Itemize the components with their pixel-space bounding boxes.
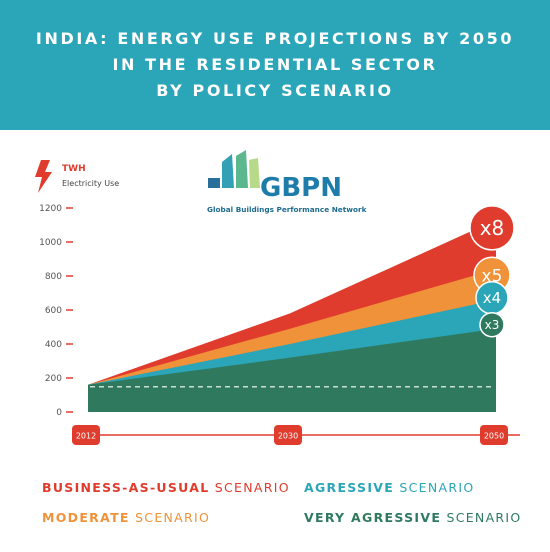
logo-text: GBPN <box>260 173 342 203</box>
logo-leaf-2 <box>236 150 248 188</box>
legend-moderate-name: MODERATE <box>42 510 130 525</box>
logo-leaf-1 <box>222 154 234 188</box>
x-tick-label: 2050 <box>484 432 504 441</box>
area-very-aggressive <box>88 328 496 412</box>
y-tick-label: 400 <box>45 340 62 350</box>
legend-very-aggressive-name: VERY AGRESSIVE <box>304 510 442 525</box>
x-tick-label: 2012 <box>76 432 96 441</box>
legend-bau-name: BUSINESS-AS-USUAL <box>42 480 210 495</box>
x-year-badge <box>480 425 508 445</box>
legend-moderate-suffix: SCENARIO <box>135 510 211 525</box>
title-line-1: INDIA: ENERGY USE PROJECTIONS BY 2050 <box>35 29 515 48</box>
title-line-3: BY POLICY SCENARIO <box>156 81 394 100</box>
x-tick-label: 2030 <box>278 432 298 441</box>
legend-aggressive-suffix: SCENARIO <box>399 480 475 495</box>
legend-item-moderate: MODERATE SCENARIO <box>42 510 210 525</box>
x-year-badge <box>72 425 100 445</box>
lightning-icon <box>35 160 52 193</box>
y-axis-unit: TWH <box>62 164 86 174</box>
legend-very-aggressive-suffix: SCENARIO <box>446 510 522 525</box>
chart-header: INDIA: ENERGY USE PROJECTIONS BY 2050 IN… <box>0 0 550 130</box>
x-year-badge <box>274 425 302 445</box>
y-tick-label: 1000 <box>39 238 62 248</box>
multiplier-label-moderate: x5 <box>482 266 503 286</box>
y-tick-label: 1200 <box>39 204 62 214</box>
logo-subtitle: Global Buildings Performance Network <box>207 205 367 214</box>
logo-bar-1 <box>208 178 220 188</box>
multiplier-label-very-aggressive: x3 <box>485 318 500 332</box>
y-tick-label: 600 <box>45 306 62 316</box>
legend-item-bau: BUSINESS-AS-USUAL SCENARIO <box>42 480 290 495</box>
legend-item-very-aggressive: VERY AGRESSIVE SCENARIO <box>304 510 522 525</box>
y-tick-label: 200 <box>45 374 62 384</box>
logo-leaf-3 <box>249 158 260 188</box>
legend: BUSINESS-AS-USUAL SCENARIO AGRESSIVE SCE… <box>0 470 550 552</box>
legend-aggressive-name: AGRESSIVE <box>304 480 395 495</box>
area-chart: TWH Electricity Use GBPN Global Building… <box>35 150 520 445</box>
y-tick-label: 0 <box>56 408 62 418</box>
y-axis-sublabel: Electricity Use <box>62 179 119 188</box>
multiplier-badge-bau <box>469 205 515 251</box>
multiplier-badge-very-aggressive <box>479 311 505 338</box>
y-tick-label: 800 <box>45 272 62 282</box>
legend-item-aggressive: AGRESSIVE SCENARIO <box>304 480 474 495</box>
title-line-2: IN THE RESIDENTIAL SECTOR <box>112 55 438 74</box>
gbpn-logo: GBPN Global Buildings Performance Networ… <box>207 150 367 214</box>
multiplier-label-aggressive: x4 <box>483 289 501 307</box>
multiplier-label-bau: x8 <box>480 216 505 240</box>
legend-bau-suffix: SCENARIO <box>214 480 290 495</box>
